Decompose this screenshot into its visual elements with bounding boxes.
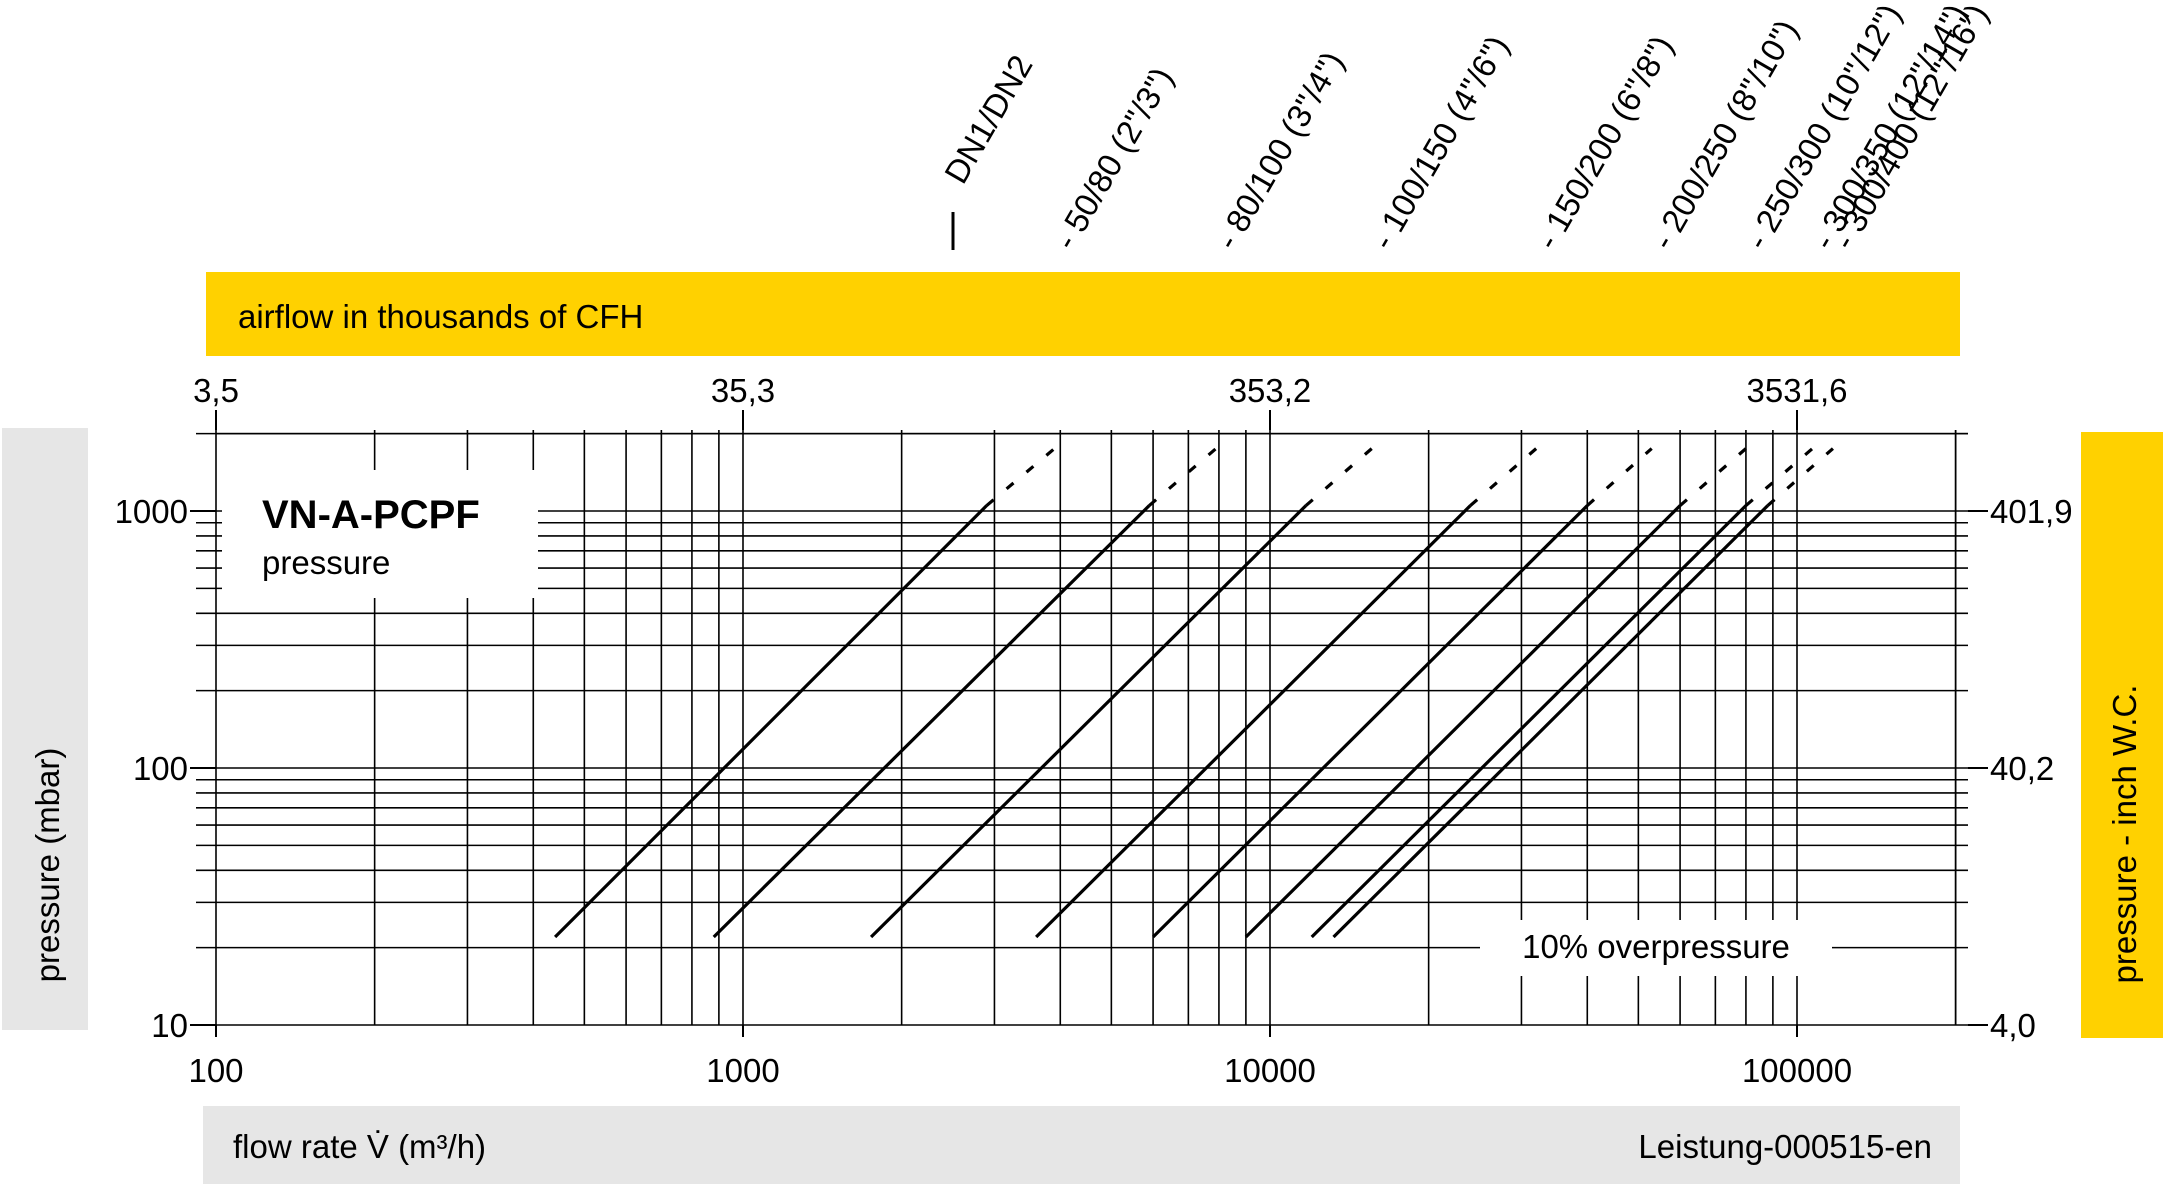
chart-subtitle: pressure [262, 544, 390, 581]
x-tick-label: 100000 [1742, 1052, 1852, 1089]
size-header: DN1/DN2 [937, 49, 1040, 190]
series-line-dashed [1679, 447, 1747, 507]
series-label: - 50/80 (2"/3") [1047, 61, 1181, 255]
series-line-dashed [1586, 447, 1653, 507]
chart-title: VN-A-PCPF [262, 493, 480, 537]
top-tick-label: 353,2 [1229, 372, 1312, 409]
y-tick-label: 1000 [115, 493, 188, 530]
footer-code: Leistung-000515-en [1638, 1128, 1932, 1165]
series-line [1310, 504, 1748, 939]
top-tick-label: 3,5 [193, 372, 239, 409]
series-line [869, 504, 1308, 939]
x-tick-label: 1000 [706, 1052, 779, 1089]
left-band [2, 428, 88, 1030]
y-axis-label: pressure (mbar) [29, 748, 66, 983]
top-axis-band [206, 272, 1960, 356]
series-line-dashed [1469, 447, 1538, 507]
series-line-dashed [1148, 447, 1218, 507]
bottom-band [203, 1106, 1960, 1184]
right-tick-label: 4,0 [1990, 1007, 2036, 1044]
series-line-dashed [985, 447, 1056, 507]
annotation-bg [1480, 920, 1832, 976]
series-line [1332, 504, 1769, 939]
series-line [712, 504, 1151, 939]
series-label: - 80/100 (3"/4") [1208, 45, 1351, 255]
top-tick-label: 3531,6 [1747, 372, 1848, 409]
series-line-dashed [1744, 447, 1814, 507]
y-tick-label: 100 [133, 750, 188, 787]
right-band [2081, 432, 2163, 1038]
y-axis-label-right: pressure - inch W.C. [2106, 685, 2143, 984]
series-line [1244, 504, 1682, 939]
series-line [1035, 504, 1472, 939]
right-tick-label: 401,9 [1990, 493, 2073, 530]
x-axis-label: flow rate V̇ (m³/h) [233, 1128, 486, 1165]
series-line [553, 504, 988, 939]
series-line [1151, 504, 1589, 939]
title-box [222, 470, 538, 598]
series-label: - 100/150 (4"/6") [1364, 29, 1516, 255]
top-axis-label: airflow in thousands of CFH [238, 298, 643, 335]
series-line-dashed [1304, 447, 1373, 507]
x-tick-label: 100 [188, 1052, 243, 1089]
x-tick-label: 10000 [1224, 1052, 1316, 1089]
series-lines [553, 447, 1834, 939]
size-labels: DN1/DN2- 50/80 (2"/3") - 80/100 (3"/4") - … [937, 0, 1995, 256]
series-label: - 300/400 (12"/16") [1825, 0, 1995, 256]
top-tick-label: 35,3 [711, 372, 775, 409]
y-tick-label: 10 [151, 1007, 188, 1044]
series-line-dashed [1766, 447, 1834, 507]
overpressure-annotation: 10% overpressure [1522, 928, 1790, 965]
right-tick-label: 40,2 [1990, 750, 2054, 787]
